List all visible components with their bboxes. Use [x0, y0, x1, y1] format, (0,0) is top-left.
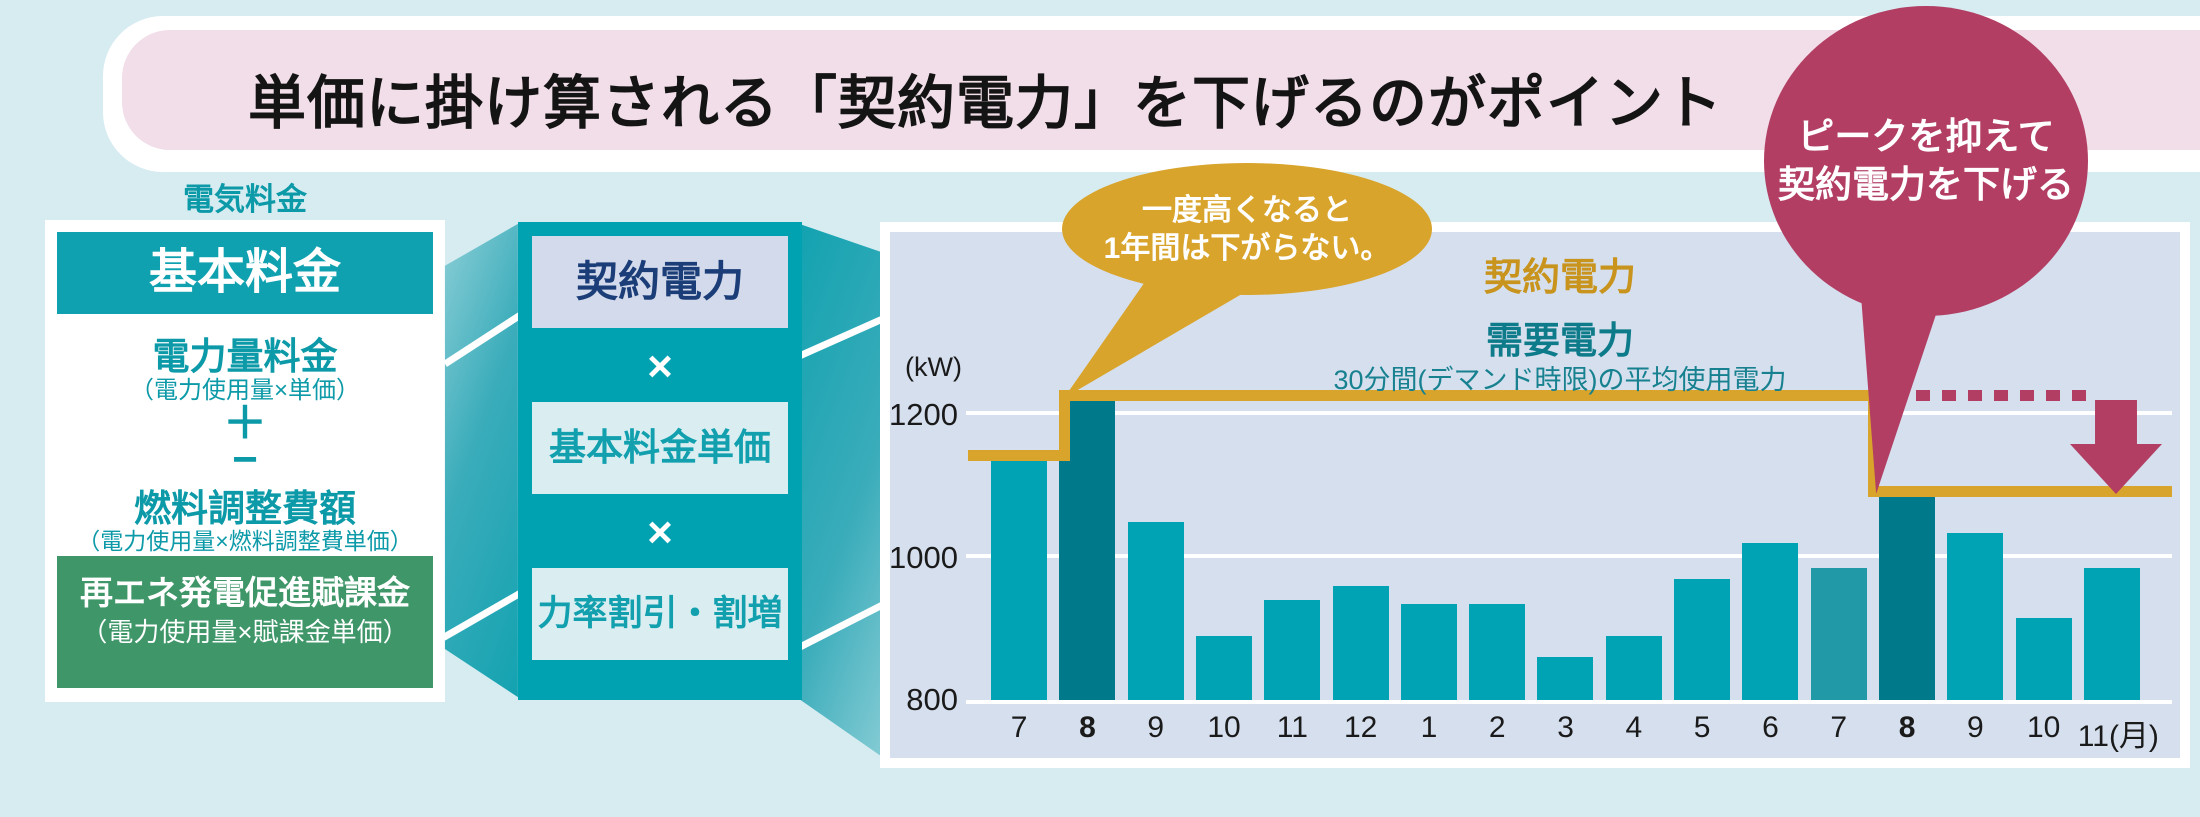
gridline-800 — [966, 700, 2172, 704]
contract-line-segment-0 — [968, 450, 1071, 462]
bar-month-5 — [1332, 586, 1389, 700]
peak-note-line2: 契約電力を下げる — [1778, 164, 2074, 205]
bar-month-10 — [1674, 578, 1730, 700]
bar-month-6 — [1400, 603, 1457, 700]
x-axis-month-label-10: 5 — [1693, 711, 1711, 744]
x-axis-month-label-11: 6 — [1762, 711, 1779, 744]
bar-month-4 — [1264, 600, 1321, 701]
contract-line-segment-2 — [1867, 485, 2172, 497]
bar-month-11 — [1742, 543, 1799, 701]
energy-charge-formula: （電力使用量×単価） — [129, 377, 360, 404]
bar-month-14 — [1947, 532, 2004, 700]
x-axis-month-label-6: 1 — [1420, 711, 1438, 744]
contract-power-box: 契約電力 — [532, 236, 788, 328]
x-axis-month-label-5: 12 — [1343, 711, 1378, 744]
x-axis-month-label-12: 7 — [1830, 711, 1848, 744]
y-axis-tick-label-1200: 1200 — [889, 397, 958, 432]
fuel-adjustment-formula: （電力使用量×燃料調整費単価） — [77, 528, 413, 554]
bar-month-15 — [2015, 618, 2072, 700]
contract-line-riser-0 — [1059, 389, 1071, 462]
basic-charge-box: 基本料金 — [57, 232, 433, 314]
x-axis-month-label-13: 8 — [1898, 711, 1916, 744]
demand-power-label: 需要電力 — [1486, 320, 1634, 361]
x-axis-month-label-15: 10 — [2026, 711, 2061, 744]
annotation-bubble-peak: ピークを抑えて 契約電力を下げる — [1764, 6, 2088, 316]
x-axis-month-label-14: 9 — [1966, 711, 1984, 744]
once-high-line1: 一度高くなると — [1142, 194, 1352, 227]
bar-month-2 — [1127, 521, 1184, 700]
x-axis-month-label-1: 8 — [1079, 711, 1096, 744]
electricity-bill-label: 電気料金 — [183, 182, 307, 217]
bar-month-7 — [1469, 603, 1526, 700]
bar-month-3 — [1195, 635, 1252, 700]
multiply-icon-1: × — [647, 342, 673, 391]
x-axis-month-label-4: 11 — [1276, 711, 1308, 744]
renewable-levy-box: 再エネ発電促進賦課金 （電力使用量×賦課金単価） — [57, 556, 433, 688]
contract-power-line-label: 契約電力 — [1483, 257, 1636, 299]
annotation-bubble-once-high: 一度高くなると 1年間は下がらない。 — [1062, 163, 1432, 295]
renewable-levy-formula: （電力使用量×賦課金単価） — [81, 617, 409, 647]
y-axis-tick-label-800: 800 — [906, 682, 958, 717]
peak-note-line1: ピークを抑えて — [1797, 116, 2055, 157]
x-axis-month-label-9: 4 — [1625, 711, 1643, 744]
bar-month-0 — [991, 461, 1047, 700]
multiply-icon-2: × — [647, 508, 673, 557]
gridline-1000 — [966, 553, 2172, 558]
y-axis-unit-label: (kW) — [905, 352, 962, 382]
x-axis-month-label-7: 2 — [1488, 711, 1506, 744]
bar-month-16 — [2083, 568, 2140, 700]
contract-line-segment-1 — [1059, 389, 1879, 401]
x-axis-month-label-8: 3 — [1557, 711, 1574, 744]
bar-month-8 — [1537, 657, 1594, 701]
bar-month-12 — [1810, 568, 1867, 700]
perspective-beam-right — [800, 224, 892, 764]
minus-symbol: − — [232, 435, 258, 484]
x-axis-month-label-3: 10 — [1207, 711, 1241, 744]
gridline-1200 — [966, 411, 2172, 415]
power-factor-box: 力率割引・割増 — [532, 568, 788, 660]
x-axis-month-label-16: 11(月) — [2077, 720, 2159, 753]
bar-month-13 — [1878, 496, 1935, 700]
renewable-levy-label: 再エネ発電促進賦課金 — [80, 574, 410, 611]
y-axis-tick-label-1000: 1000 — [889, 539, 958, 575]
once-high-line2: 1年間は下がらない。 — [1103, 232, 1391, 265]
energy-charge-label: 電力量料金 — [152, 336, 338, 377]
old-level-dashed-line — [1889, 389, 2086, 401]
bar-month-9 — [1605, 635, 1662, 700]
x-axis-month-label-2: 9 — [1147, 711, 1165, 744]
page-title: 単価に掛け算される「契約電力」を下げるのがポイント — [248, 71, 1724, 136]
basic-unit-price-box: 基本料金単価 — [532, 402, 788, 494]
plus-symbol: ＋ — [223, 399, 267, 448]
x-axis-month-label-0: 7 — [1010, 711, 1028, 744]
fuel-adjustment-label: 燃料調整費額 — [134, 488, 356, 529]
demand-power-sublabel: 30分間(デマンド時限)の平均使用電力 — [1333, 365, 1787, 395]
